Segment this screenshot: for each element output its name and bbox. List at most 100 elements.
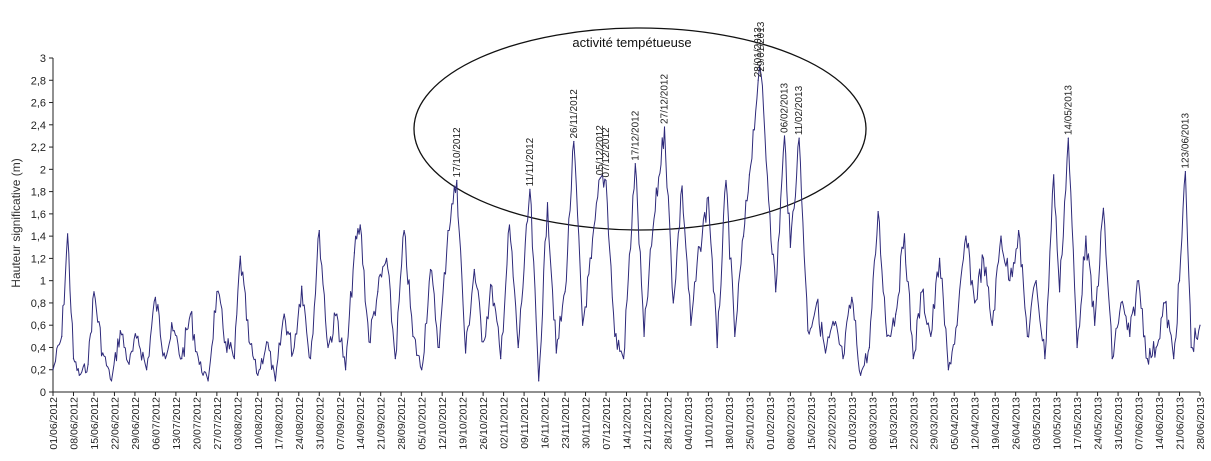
y-tick-label: 2	[40, 164, 46, 176]
data-point	[1184, 170, 1186, 173]
x-tick-label: 28/09/2012	[396, 397, 408, 450]
data-point	[394, 358, 396, 360]
x-tick-label: 01/06/2012	[48, 397, 60, 450]
data-point	[61, 335, 63, 337]
x-tick-label: 12/04/2013	[970, 397, 982, 450]
y-tick-label: 0,2	[31, 365, 46, 377]
data-point	[699, 246, 701, 248]
data-point	[283, 313, 285, 315]
data-point	[318, 229, 320, 232]
data-point	[775, 291, 777, 293]
data-point	[947, 369, 949, 371]
data-point	[538, 380, 540, 382]
x-tick-label: 27/07/2012	[212, 397, 224, 450]
x-tick-label: 08/02/2013	[785, 397, 797, 450]
data-point	[1076, 346, 1078, 349]
data-point	[614, 335, 616, 337]
data-point	[1094, 324, 1096, 326]
y-tick-label: 2,8	[31, 75, 46, 87]
y-tick-label: 0,6	[31, 320, 46, 332]
x-tick-label: 14/09/2012	[355, 397, 367, 450]
x-tick-label: 03/08/2012	[232, 397, 244, 450]
x-tick-label: 08/03/2013	[867, 397, 879, 450]
peak-annotation-label: 17/12/2012	[630, 110, 641, 160]
data-point	[239, 255, 241, 257]
data-point	[851, 296, 853, 298]
data-point	[292, 352, 294, 354]
data-point	[783, 135, 786, 137]
data-point	[605, 179, 607, 182]
y-tick-label: 3	[40, 53, 46, 65]
data-point	[429, 268, 432, 271]
data-point	[886, 335, 888, 337]
data-point	[198, 363, 200, 365]
x-tick-label: 01/03/2013	[847, 397, 859, 450]
x-tick-label: 26/04/2013	[1011, 397, 1023, 450]
peak-annotation-label: 27/12/2012	[660, 74, 671, 124]
data-point	[1058, 291, 1061, 293]
x-tick-label: 29/06/2012	[130, 397, 142, 450]
data-point	[1009, 280, 1011, 282]
data-point	[137, 335, 139, 337]
x-tick-label: 10/05/2013	[1052, 397, 1064, 450]
data-point	[663, 126, 666, 128]
data-point	[345, 369, 347, 371]
data-point	[207, 380, 209, 382]
x-tick-label: 21/12/2012	[642, 397, 654, 450]
x-tick-label: 05/10/2012	[417, 397, 429, 450]
data-point	[359, 224, 361, 226]
x-tick-label: 15/03/2013	[888, 397, 900, 450]
data-point	[816, 302, 818, 304]
peak-annotation-label: 11/02/2013	[794, 85, 805, 135]
x-tick-label: 03/05/2013	[1031, 397, 1043, 450]
data-point	[707, 196, 710, 198]
peak-annotation-label: 11/11/2012	[525, 137, 536, 186]
data-point	[385, 257, 388, 259]
series-line	[52, 65, 1201, 382]
x-tick-label: 05/04/2013	[949, 397, 961, 450]
x-tick-label: 17/05/2013	[1072, 397, 1084, 450]
peak-annotation-label: 17/10/2012	[452, 127, 463, 177]
x-tick-label: 04/01/2013	[683, 397, 695, 450]
x-tick-label: 12/10/2012	[437, 397, 449, 450]
x-tick-label: 17/08/2012	[273, 397, 285, 450]
data-point	[172, 330, 174, 332]
data-point	[421, 369, 423, 371]
x-tick-label: 24/05/2013	[1093, 397, 1105, 450]
data-point	[833, 324, 835, 326]
x-tick-label: 14/12/2012	[622, 397, 634, 450]
peak-annotation-label: 14/05/2013	[1063, 85, 1074, 135]
x-tick-label: 09/11/2012	[519, 397, 531, 449]
data-point	[102, 352, 104, 354]
x-tick-label: 18/01/2013	[724, 397, 736, 450]
data-point	[72, 358, 75, 360]
peak-annotation-label: 26/11/2012	[569, 89, 580, 139]
x-axis: 01/06/2012 08/06/2012 15/06/2012 22/06/2012…	[48, 391, 1207, 450]
data-point	[903, 233, 906, 235]
data-point	[1155, 346, 1157, 349]
x-tick-label: 28/06/2013	[1195, 397, 1207, 450]
peak-annotations: 17/10/2012 11/11/2012 26/11/2012 05/12/2012…	[452, 21, 1192, 186]
x-tick-label: 25/01/2013	[744, 397, 756, 450]
data-point	[1173, 358, 1175, 360]
data-point	[482, 341, 484, 343]
x-tick-label: 22/06/2012	[109, 397, 121, 450]
x-tick-label: 22/02/2013	[826, 397, 838, 450]
data-point	[965, 235, 967, 237]
data-point	[353, 252, 355, 254]
peak-annotation-label: 123/06/2013	[1180, 113, 1191, 169]
data-point	[877, 211, 879, 213]
x-tick-label: 24/08/2012	[294, 397, 306, 450]
y-tick-label: 0,8	[31, 298, 46, 310]
data-point	[412, 335, 414, 337]
data-point	[491, 285, 493, 287]
data-point	[377, 291, 379, 293]
data-point	[327, 346, 329, 349]
x-tick-label: 08/06/2012	[68, 397, 80, 450]
callout-label: activité tempétueuse	[572, 35, 691, 50]
data-point	[1137, 280, 1140, 282]
data-point	[438, 346, 440, 349]
data-point	[725, 179, 727, 182]
y-tick-label: 1,8	[31, 187, 46, 199]
y-tick-label: 2,4	[31, 120, 46, 132]
